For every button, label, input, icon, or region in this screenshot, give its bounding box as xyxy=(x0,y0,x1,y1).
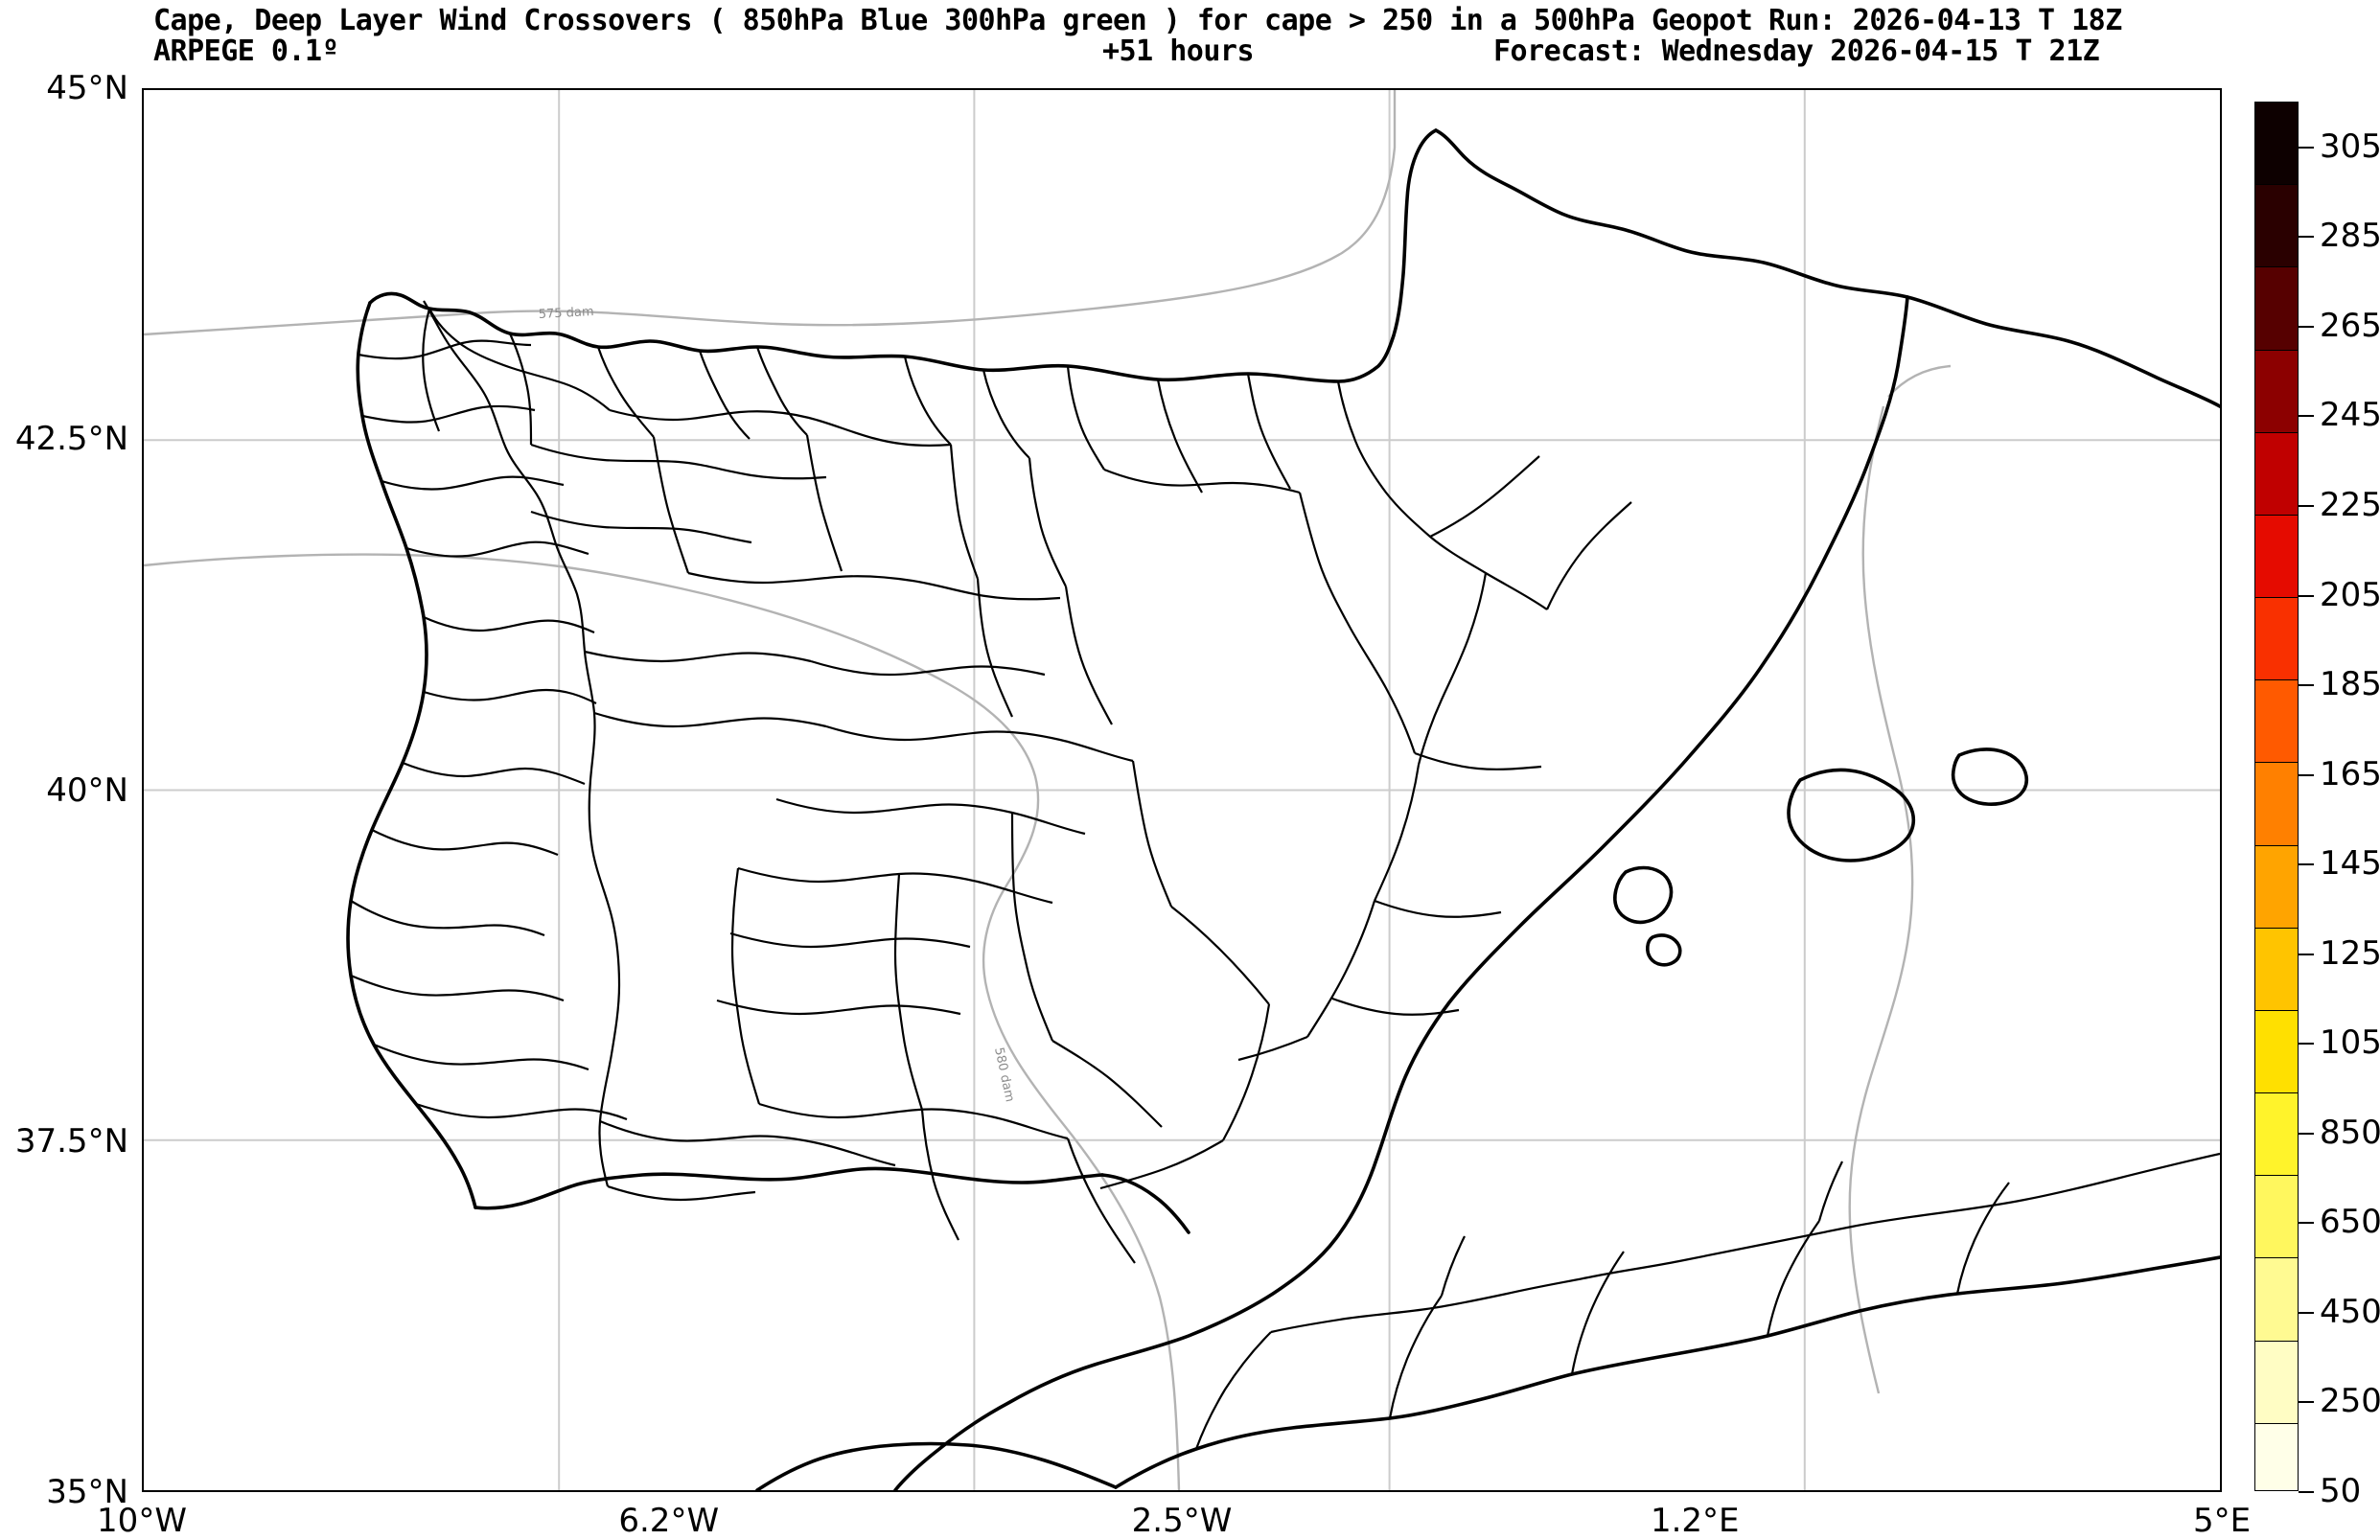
colorbar-segment xyxy=(2255,350,2298,433)
gridlines xyxy=(144,90,2220,1490)
y-tick-label: 40°N xyxy=(46,770,128,810)
colorbar-tick-label: 2850 xyxy=(2320,217,2380,256)
colorbar-tick-label: 1650 xyxy=(2320,754,2380,793)
colorbar-segment xyxy=(2255,515,2298,599)
colorbar-tick-label: 2250 xyxy=(2320,485,2380,524)
colorbar-tick-label: 250 xyxy=(2320,1382,2380,1421)
colorbar-tick-mark xyxy=(2299,1491,2314,1493)
colorbar-tick-label: 1050 xyxy=(2320,1023,2380,1063)
colorbar-segment xyxy=(2255,928,2298,1011)
colorbar-ticks: 50 250 450 650 850 1050 1250 1450 1650 1850 2050 22… xyxy=(2299,102,2380,1510)
model-name-label: ARPEGE 0.1º xyxy=(153,34,339,68)
lead-time-label: +51 hours xyxy=(1102,34,1255,68)
colorbar-segment xyxy=(2255,432,2298,516)
colorbar-tick-label: 50 xyxy=(2320,1472,2362,1510)
valid-time-label: Forecast: Wednesday 2026-04-15 T 21Z xyxy=(1493,34,2100,68)
colorbar-segment xyxy=(2255,185,2298,268)
colorbar-tick-mark xyxy=(2299,325,2314,328)
colorbar-tick-mark xyxy=(2299,594,2314,597)
chart-title: Cape, Deep Layer Wind Crossovers ( 850hP… xyxy=(153,4,1753,37)
y-tick-label: 37.5°N xyxy=(14,1121,128,1161)
x-tick-label: 10°W xyxy=(97,1502,187,1540)
colorbar-segment xyxy=(2255,1423,2298,1490)
colorbar-tick-label: 2050 xyxy=(2320,575,2380,614)
colorbar-tick-label: 1850 xyxy=(2320,665,2380,704)
colorbar-tick-label: 3050 xyxy=(2320,126,2380,166)
colorbar-segment xyxy=(2255,1010,2298,1094)
y-tick-label: 42.5°N xyxy=(14,420,128,459)
colorbar-segment xyxy=(2255,1341,2298,1424)
province-borders xyxy=(350,300,2220,1450)
colorbar-segment xyxy=(2255,1258,2298,1342)
colorbar-tick-mark xyxy=(2299,953,2314,955)
colorbar-tick-mark xyxy=(2299,415,2314,418)
model-run-label: Run: 2026-04-13 T 18Z xyxy=(1768,4,2122,37)
map-plot-area[interactable]: 575 dam 580 dam xyxy=(142,88,2222,1492)
colorbar-tick-mark xyxy=(2299,1222,2314,1225)
colorbar-segment xyxy=(2255,267,2298,351)
coastlines xyxy=(346,128,2220,1490)
colorbar-segment xyxy=(2255,845,2298,929)
colorbar-tick-label: 2450 xyxy=(2320,396,2380,435)
colorbar-tick-label: 450 xyxy=(2320,1292,2380,1331)
x-tick-label: 2.5°W xyxy=(1131,1502,1233,1540)
colorbar-tick-mark xyxy=(2299,863,2314,866)
colorbar-segment xyxy=(2255,1093,2298,1177)
colorbar-tick-label: 650 xyxy=(2320,1203,2380,1242)
colorbar-tick-mark xyxy=(2299,1401,2314,1404)
x-tick-label: 1.2°E xyxy=(1650,1502,1740,1540)
colorbar-tick-mark xyxy=(2299,1043,2314,1046)
colorbar-tick-mark xyxy=(2299,1311,2314,1314)
colorbar-tick-mark xyxy=(2299,236,2314,239)
colorbar-tick-mark xyxy=(2299,684,2314,687)
colorbar-segment xyxy=(2255,103,2298,186)
colorbar-tick-mark xyxy=(2299,773,2314,776)
y-tick-label: 35°N xyxy=(46,1473,128,1511)
colorbar-segment xyxy=(2255,1176,2298,1259)
colorbar xyxy=(2254,102,2299,1491)
colorbar-segment xyxy=(2255,763,2298,846)
colorbar-segment xyxy=(2255,598,2298,681)
colorbar-tick-label: 1450 xyxy=(2320,844,2380,884)
colorbar-tick-label: 2650 xyxy=(2320,306,2380,345)
colorbar-tick-label: 850 xyxy=(2320,1113,2380,1152)
y-tick-label: 45°N xyxy=(46,69,128,107)
colorbar-tick-mark xyxy=(2299,146,2314,149)
colorbar-tick-mark xyxy=(2299,1132,2314,1135)
x-tick-label: 6.2°W xyxy=(618,1502,720,1540)
chart-header: Cape, Deep Layer Wind Crossovers ( 850hP… xyxy=(0,0,2380,68)
colorbar-tick-mark xyxy=(2299,504,2314,507)
x-tick-label: 5°E xyxy=(2192,1502,2252,1540)
contour-label-575: 575 dam xyxy=(538,305,594,322)
map-canvas: 575 dam 580 dam xyxy=(144,90,2220,1490)
colorbar-segment xyxy=(2255,680,2298,764)
colorbar-tick-label: 1250 xyxy=(2320,933,2380,973)
